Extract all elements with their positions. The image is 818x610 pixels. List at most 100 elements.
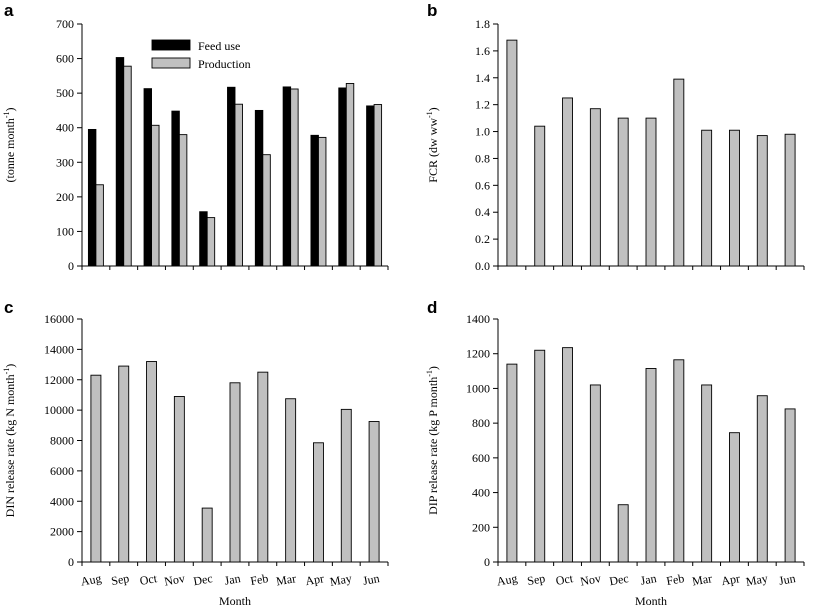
bar-feed-use-aug	[87, 128, 97, 267]
y-tick-label: 0	[484, 555, 490, 569]
y-tick-label: 1000	[466, 381, 490, 395]
bar-din-release-rate-apr	[313, 442, 324, 563]
bar-production-feb	[262, 154, 271, 267]
bar-production-dec	[206, 217, 216, 267]
y-tick-label: 14000	[44, 342, 74, 356]
bar-production-oct	[151, 124, 160, 267]
x-category-label: Jun	[362, 571, 381, 588]
x-category-label: Aug	[496, 571, 519, 588]
x-category-label: Sep	[526, 571, 546, 588]
bar-production-sep	[123, 65, 132, 267]
y-tick-label: 4000	[50, 494, 74, 508]
bar-dip-release-rate-dec	[617, 504, 629, 563]
bar-din-release-rate-mar	[285, 398, 297, 563]
y-tick-label: 0.6	[475, 178, 490, 192]
bar-din-release-rate-feb	[257, 371, 269, 563]
bar-production-apr	[318, 136, 327, 267]
x-category-label: Oct	[555, 571, 575, 588]
bar-din-release-rate-aug	[90, 374, 102, 563]
panel-d: d 0 200 400 600 800 1000 1200 1400 Aug Sep Oct Nov De…	[425, 298, 805, 608]
bar-dip-release-rate-jun	[784, 408, 796, 563]
legend-swatch	[151, 57, 191, 69]
y-tick-label: 1200	[466, 347, 490, 361]
bar-dip-release-rate-jan	[645, 368, 657, 563]
panel-c: c 0 2000 4000 6000 8000 10000 12000 14000 16000 Au…	[2, 298, 389, 608]
bar-dip-release-rate-feb	[673, 359, 685, 563]
bar-din-release-rate-oct	[146, 361, 157, 563]
bar-dip-release-rate-apr	[729, 432, 740, 563]
y-tick-label: 2000	[50, 525, 74, 539]
y-axis-title: FCR (dw ww-1)	[425, 107, 440, 182]
bar-feed-use-oct	[143, 88, 152, 267]
x-category-label: May	[329, 571, 353, 589]
bar-din-release-rate-sep	[118, 365, 130, 563]
x-category-label: Oct	[139, 571, 159, 588]
y-tick-label: 0.0	[475, 259, 490, 273]
x-category-label: May	[745, 571, 769, 589]
y-tick-label: 1.2	[475, 98, 490, 112]
bar-fcr-apr	[729, 129, 740, 267]
y-tick-label: 100	[56, 224, 74, 238]
x-category-label: Jan	[639, 571, 657, 588]
bar-dip-release-rate-aug	[506, 363, 518, 563]
y-tick-label: 600	[56, 52, 74, 66]
bar-fcr-nov	[589, 108, 601, 267]
bar-feed-use-dec	[199, 211, 208, 267]
y-tick-label: 0.2	[475, 232, 490, 246]
bar-fcr-feb	[673, 78, 685, 267]
bar-feed-use-apr	[310, 134, 319, 267]
y-tick-label: 800	[472, 416, 490, 430]
bar-feed-use-sep	[115, 57, 125, 267]
y-tick-label: 300	[56, 155, 74, 169]
x-category-label: Apr	[304, 571, 325, 588]
bar-feed-use-nov	[171, 110, 180, 267]
x-category-label: Aug	[80, 571, 103, 588]
panel-b: b 0.0 0.2 0.4 0.6 0.8 1.0 1.2 1.4 1.6 1.8 FCR (dw w…	[425, 1, 805, 273]
panel-letter-c: c	[4, 298, 13, 317]
y-tick-label: 200	[56, 190, 74, 204]
bar-production-may	[345, 83, 355, 267]
y-axis-title: DIP release rate (kg P month-1)	[425, 366, 440, 515]
panel-letter-b: b	[427, 1, 437, 20]
bar-dip-release-rate-mar	[701, 384, 713, 563]
bar-production-aug	[95, 184, 104, 267]
y-tick-label: 0.4	[475, 205, 490, 219]
y-tick-label: 1400	[466, 312, 490, 326]
bar-din-release-rate-jan	[229, 382, 241, 563]
x-category-label: Nov	[163, 571, 186, 588]
x-category-label: Feb	[249, 571, 269, 588]
bar-fcr-jan	[645, 117, 657, 267]
bar-fcr-aug	[506, 39, 518, 267]
bar-fcr-may	[756, 135, 768, 267]
panel-a: a 0 100 200 300 400 500 600 700 (tonne month-1) Fe…	[2, 1, 389, 273]
legend-label: Production	[198, 57, 251, 71]
y-tick-label: 1.0	[475, 125, 490, 139]
y-tick-label: 0	[68, 555, 74, 569]
bar-production-nov	[178, 134, 188, 267]
bar-fcr-mar	[701, 129, 713, 267]
x-category-label: Apr	[720, 571, 741, 588]
bar-production-mar	[290, 88, 299, 267]
bar-production-jun	[373, 104, 383, 267]
x-category-label: Dec	[608, 571, 629, 588]
y-tick-label: 6000	[50, 464, 74, 478]
bar-feed-use-may	[338, 87, 347, 267]
y-tick-label: 400	[472, 486, 490, 500]
bar-dip-release-rate-oct	[562, 347, 573, 563]
legend: Feed use Production	[151, 39, 251, 71]
y-tick-label: 8000	[50, 434, 74, 448]
bar-dip-release-rate-sep	[534, 349, 546, 563]
bar-fcr-oct	[562, 97, 573, 267]
bar-fcr-sep	[534, 125, 546, 267]
bar-feed-use-jun	[366, 105, 375, 267]
bar-din-release-rate-dec	[201, 507, 213, 563]
x-category-label: Jan	[223, 571, 241, 588]
x-axis-title: Month	[635, 594, 667, 608]
y-axis-title: DIN release rate (kg N month-1)	[2, 364, 17, 518]
y-tick-label: 10000	[44, 403, 74, 417]
x-category-label: Feb	[665, 571, 685, 588]
bar-din-release-rate-nov	[173, 396, 185, 563]
y-tick-label: 1.4	[475, 71, 490, 85]
y-tick-label: 16000	[44, 312, 74, 326]
